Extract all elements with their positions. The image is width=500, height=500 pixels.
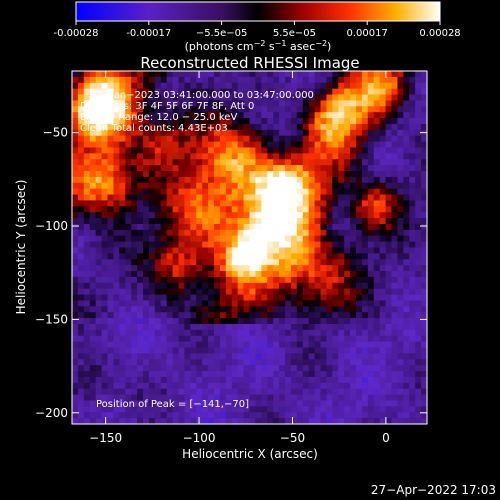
colorbar-units: (photons cm−2 s−1 asec−2) (185, 39, 332, 54)
chart-title: Reconstructed RHESSI Image (140, 54, 359, 72)
colorbar-tick-label: -0.00028 (54, 28, 99, 39)
y-tick-label: −200 (35, 406, 68, 420)
y-tick-label: −100 (35, 219, 68, 233)
y-tick-label: −150 (35, 312, 68, 326)
x-tick-label: 0 (382, 431, 390, 445)
annotation-energy: Energy Range: 12.0 − 25.0 keV (80, 112, 237, 123)
plot-area (72, 71, 427, 424)
colorbar-tick-label: 0.00017 (347, 28, 388, 39)
colorbar-tick-label: 5.5e−05 (273, 28, 316, 39)
annotation-peak: Position of Peak = [−141,−70] (96, 399, 249, 410)
annotation-clean: Clean Total counts: 4.43E+03 (80, 123, 228, 134)
axis-ticks: −150 −100 −50 0 −50 −100 −150 −200 (35, 71, 427, 445)
plot-frame (71, 70, 428, 425)
x-tick-label: −50 (280, 431, 305, 445)
colorbar-tick-label: 0.00028 (419, 28, 460, 39)
annotation-time: 7−Jan−2023 03:41:00.000 to 03:47:00.000 (96, 90, 314, 101)
colorbar-tick-label: −5.5e−05 (196, 28, 248, 39)
footer-timestamp: 27−Apr−2022 17:03 (371, 483, 496, 497)
colorbar-ticks: -0.00028 -0.00017 −5.5e−05 5.5e−05 0.00017 0.… (54, 21, 461, 39)
x-axis-label: Heliocentric X (arcsec) (182, 447, 318, 461)
annotation-block: 7−Jan−2023 03:41:00.000 to 03:47:00.000 … (80, 90, 314, 410)
heatmap-image (72, 71, 427, 424)
annotation-detectors: Detectors: 3F 4F 5F 6F 7F 8F, Att 0 (80, 101, 254, 112)
y-tick-label: −50 (43, 126, 68, 140)
colorbar-tick-label: -0.00017 (126, 28, 171, 39)
colorbar: -0.00028 -0.00017 −5.5e−05 5.5e−05 0.00017 0.… (54, 1, 461, 54)
x-tick-label: −150 (89, 431, 122, 445)
x-tick-label: −100 (183, 431, 216, 445)
colorbar-gradient (75, 1, 441, 22)
y-axis-label: Heliocentric Y (arcsec) (14, 180, 28, 315)
